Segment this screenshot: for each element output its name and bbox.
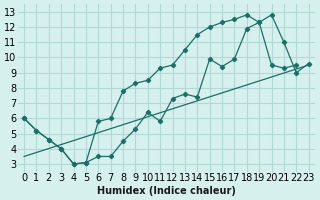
X-axis label: Humidex (Indice chaleur): Humidex (Indice chaleur): [97, 186, 236, 196]
